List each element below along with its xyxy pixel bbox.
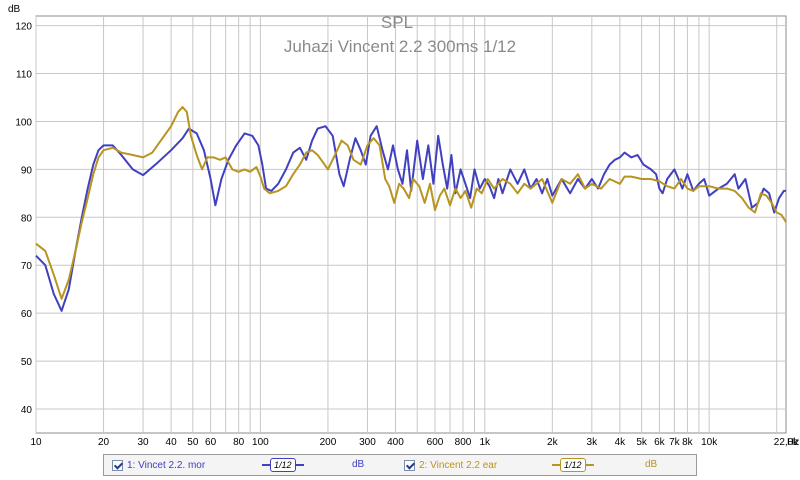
y-tick-label: 120: [15, 22, 32, 33]
x-tick-label: 60: [205, 437, 217, 448]
y-tick-label: 70: [21, 261, 33, 272]
x-tick-label: 2k: [547, 437, 559, 448]
series-2-smoothing-label: 1/12: [560, 458, 586, 472]
x-tick-label: 10k: [701, 437, 718, 448]
x-tick-label: 300: [359, 437, 376, 448]
series-2-line: [35, 106, 787, 300]
chart-subtitle: Juhazi Vincent 2.2 300ms 1/12: [284, 37, 516, 56]
series-1-line-icon: [262, 464, 270, 466]
grid-lines: [35, 16, 786, 433]
chart-title: SPL: [381, 13, 413, 32]
x-tick-label: 50: [187, 437, 199, 448]
x-tick-label: 80: [233, 437, 245, 448]
legend-series-2-name: 2: Vincent 2.2 ear: [419, 460, 498, 471]
x-tick-label: 8k: [682, 437, 694, 448]
x-axis-unit: Hz: [787, 437, 799, 448]
y-tick-label: 60: [21, 309, 33, 320]
series-2-line-icon: [552, 464, 560, 466]
y-tick-label: 110: [16, 70, 32, 81]
y-tick-label: 80: [21, 213, 33, 224]
x-tick-label: 4k: [615, 437, 627, 448]
series-2-line-icon-right: [585, 464, 594, 466]
plot-area: [35, 15, 787, 434]
x-tick-label: 30: [137, 437, 149, 448]
y-tick-label: 50: [21, 357, 33, 368]
y-tick-label: 100: [15, 117, 32, 128]
x-tick-label: 100: [252, 437, 269, 448]
legend: 1: Vincet 2.2. mor 1/12 dB 2: Vincent 2.…: [103, 454, 697, 476]
x-tick-label: 200: [320, 437, 337, 448]
series-lines: [35, 106, 787, 312]
x-tick-label: 5k: [636, 437, 648, 448]
series-2-smoothing-button[interactable]: 1/12: [552, 458, 594, 472]
legend-item-2[interactable]: 2: Vincent 2.2 ear: [404, 458, 497, 473]
x-tick-label: 800: [455, 437, 472, 448]
y-tick-label: 90: [21, 165, 33, 176]
x-tick-label: 40: [166, 437, 178, 448]
x-tick-label: 1k: [479, 437, 491, 448]
series-1-line-icon-right: [295, 464, 304, 466]
axis-ticks: 120 110 100 90 80 70 60 50 40 10 20 30 40 50 60 80 100 20…: [15, 22, 799, 448]
series-2-unit: dB: [645, 459, 658, 470]
x-tick-label: 400: [387, 437, 404, 448]
legend-item-1[interactable]: 1: Vincet 2.2. mor: [112, 458, 205, 473]
x-tick-label: 20: [98, 437, 110, 448]
series-2-checkbox[interactable]: [404, 460, 415, 471]
y-axis-unit: dB: [8, 4, 21, 15]
series-1-smoothing-label: 1/12: [270, 458, 296, 472]
y-tick-label: 40: [21, 405, 33, 416]
legend-series-1-name: 1: Vincet 2.2. mor: [127, 460, 206, 471]
x-tick-label: 600: [427, 437, 444, 448]
series-1-checkbox[interactable]: [112, 460, 123, 471]
series-1-smoothing-button[interactable]: 1/12: [262, 458, 304, 472]
x-tick-label: 10: [30, 437, 42, 448]
x-tick-label: 3k: [587, 437, 599, 448]
x-tick-label: 22,0k: [774, 437, 799, 448]
series-1-unit: dB: [352, 459, 365, 470]
x-tick-label: 7k: [669, 437, 681, 448]
x-tick-label: 6k: [654, 437, 666, 448]
